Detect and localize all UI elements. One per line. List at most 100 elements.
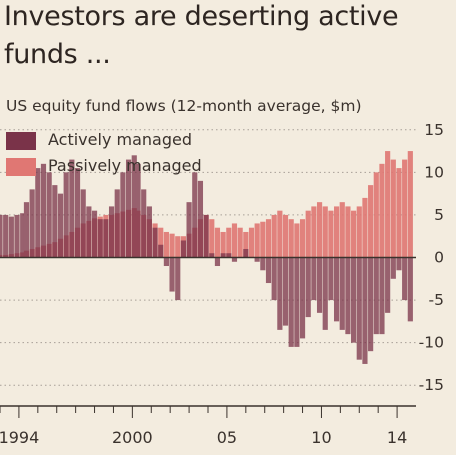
y-tick-label: -5 <box>429 291 444 309</box>
data-bar <box>35 168 41 258</box>
data-bar <box>57 193 64 258</box>
data-bar <box>131 155 137 258</box>
data-bar <box>265 257 272 284</box>
data-bar <box>407 257 413 322</box>
data-bar <box>299 219 306 258</box>
data-bar <box>260 221 266 258</box>
data-bar <box>379 257 385 335</box>
data-bar <box>192 172 198 258</box>
data-bar <box>271 214 277 258</box>
data-bar <box>316 202 323 258</box>
data-bar <box>379 163 385 258</box>
data-bar <box>209 253 215 258</box>
data-bar <box>345 257 351 335</box>
x-tick-label: 10 <box>311 428 331 447</box>
data-bar <box>29 189 35 258</box>
series-layer <box>0 151 413 364</box>
data-bar <box>114 189 120 258</box>
x-tick-label: 05 <box>217 428 237 447</box>
data-bar <box>186 202 192 258</box>
data-bar <box>356 257 362 360</box>
data-bar <box>214 257 221 267</box>
data-bar <box>248 227 255 258</box>
data-bar <box>385 257 391 313</box>
data-bar <box>243 248 249 258</box>
data-bar <box>220 253 226 258</box>
chart-subtitle: US equity fund flows (12-month average, … <box>6 97 362 115</box>
data-bar <box>328 210 334 258</box>
data-bar <box>141 189 147 258</box>
data-bar <box>74 168 81 258</box>
data-bar <box>282 257 289 326</box>
data-bar <box>23 202 30 258</box>
x-tick-label: 2000 <box>112 428 153 447</box>
data-bar <box>265 219 272 258</box>
data-bar <box>333 257 340 322</box>
data-bar <box>311 257 317 301</box>
data-bar <box>385 151 391 258</box>
data-bar <box>362 197 368 258</box>
data-bar <box>63 172 69 258</box>
axis-layer <box>0 256 416 418</box>
legend-swatch-actively-managed <box>6 132 36 150</box>
series-0 <box>0 155 413 364</box>
data-bar <box>316 257 323 313</box>
data-bar <box>305 257 311 318</box>
data-bar <box>288 219 294 258</box>
data-bar <box>322 257 328 330</box>
data-bar <box>373 172 379 258</box>
data-bar <box>277 210 283 258</box>
data-bar <box>209 219 215 258</box>
data-bar <box>197 180 204 258</box>
y-tick-label: -15 <box>419 376 444 394</box>
data-bar <box>214 227 221 258</box>
data-bar <box>282 214 289 258</box>
data-bar <box>120 172 126 258</box>
data-bar <box>356 206 362 258</box>
data-bar <box>311 206 317 258</box>
data-bar <box>146 206 152 258</box>
data-bar <box>339 202 345 258</box>
data-bar <box>294 223 300 258</box>
data-bar <box>0 214 3 258</box>
data-bar <box>40 163 47 258</box>
y-tick-label: 15 <box>424 121 444 139</box>
y-tick-label: -10 <box>419 334 444 352</box>
y-tick-label: 5 <box>434 206 444 224</box>
y-tick-label: 0 <box>434 249 444 267</box>
data-bar <box>135 163 141 258</box>
data-bar <box>368 257 374 352</box>
data-bar <box>322 206 328 258</box>
data-bar <box>175 236 181 258</box>
data-bar <box>180 240 187 258</box>
data-bar <box>368 185 374 258</box>
data-bar <box>260 257 266 271</box>
data-bar <box>163 231 169 258</box>
x-tick-label: 14 <box>387 428 407 447</box>
data-bar <box>299 257 306 339</box>
data-bar <box>277 257 283 330</box>
data-bar <box>3 214 9 258</box>
legend-label-actively-managed: Actively managed <box>48 130 192 149</box>
data-bar <box>351 210 357 258</box>
y-tick-label: 10 <box>424 163 444 181</box>
data-bar <box>152 227 158 258</box>
data-bar <box>14 214 20 258</box>
chart-title: Investors are deserting active funds ... <box>4 1 399 70</box>
data-bar <box>237 227 243 258</box>
data-bar <box>91 210 98 258</box>
data-bar <box>20 213 26 258</box>
x-tick-label: 1994 <box>0 428 39 447</box>
data-bar <box>226 253 232 258</box>
data-bar <box>390 257 396 279</box>
legend-swatch-passively-managed <box>6 158 36 176</box>
label-layer: 1994 2000 05 10 14 15 10 5 0 -5 -10 -15 <box>0 121 444 447</box>
data-bar <box>220 231 226 258</box>
data-bar <box>333 206 340 258</box>
data-bar <box>351 257 357 343</box>
data-bar <box>231 223 238 258</box>
data-bar <box>373 257 379 335</box>
data-bar <box>288 257 294 347</box>
